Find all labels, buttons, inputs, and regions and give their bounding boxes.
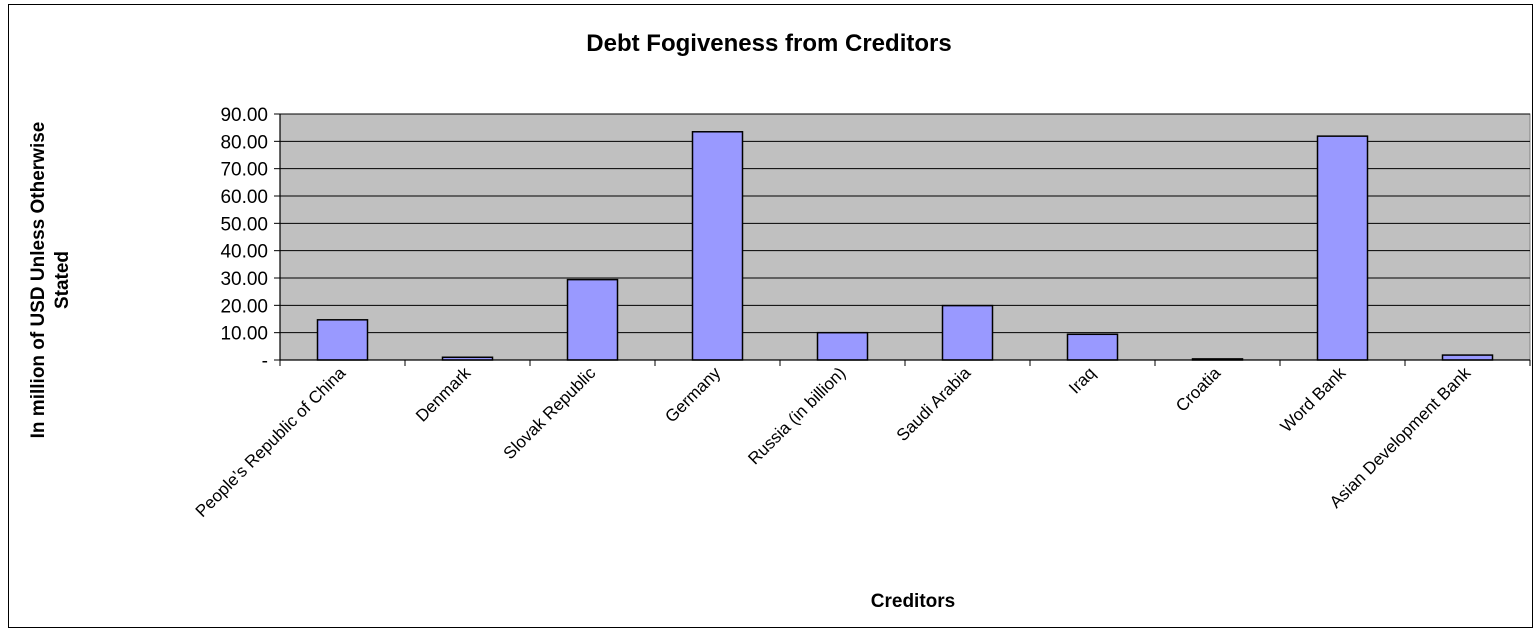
x-tick-label: Saudi Arabia [893, 363, 975, 445]
x-tick-label: Croatia [1172, 363, 1225, 416]
y-axis-title: In million of USD Unless Otherwise State… [28, 122, 73, 439]
bar [1441, 354, 1494, 361]
axes [274, 113, 1531, 366]
x-tick-label: Asian Development Bank [1326, 363, 1475, 512]
chart-title: Debt Fogiveness from Creditors [586, 30, 951, 57]
y-tick-label: 60.00 [220, 187, 268, 208]
x-tick-label: Germany [661, 363, 724, 426]
x-tick-label: Russia (in billion) [744, 363, 849, 468]
y-tick-label: - [262, 351, 268, 372]
y-tick-label: 10.00 [220, 324, 268, 345]
y-axis-title-line-2: Stated [52, 251, 73, 309]
y-axis-title-line-1: In million of USD Unless Otherwise [28, 122, 49, 439]
y-tick-label: 90.00 [220, 105, 268, 126]
bar [1066, 333, 1119, 361]
bar [941, 304, 994, 361]
x-tick-labels: People’s Republic of China Denmark Slovak … [192, 363, 1475, 521]
x-tick-label: Denmark [412, 363, 475, 426]
y-tick-label: 70.00 [220, 160, 268, 181]
x-tick-label: People’s Republic of China [192, 363, 350, 521]
y-tick-labels: - 10.00 20.00 30.00 40.00 50.00 60.00 70.00 80.0… [220, 105, 268, 372]
y-tick-label: 40.00 [220, 242, 268, 263]
x-tick-label: Iraq [1065, 363, 1099, 397]
bar [816, 331, 869, 361]
x-tick-label: Slovak Republic [500, 363, 600, 463]
bar [566, 278, 619, 361]
x-tick-label: Word Bank [1277, 363, 1350, 436]
y-tick-label: 30.00 [220, 269, 268, 290]
bar [691, 131, 744, 361]
y-tick-label: 20.00 [220, 296, 268, 317]
bar [316, 319, 369, 361]
y-tick-label: 80.00 [220, 132, 268, 153]
bar [1316, 135, 1369, 361]
x-axis-title: Creditors [871, 591, 955, 612]
y-tick-label: 50.00 [220, 214, 268, 235]
bars [316, 131, 1494, 361]
